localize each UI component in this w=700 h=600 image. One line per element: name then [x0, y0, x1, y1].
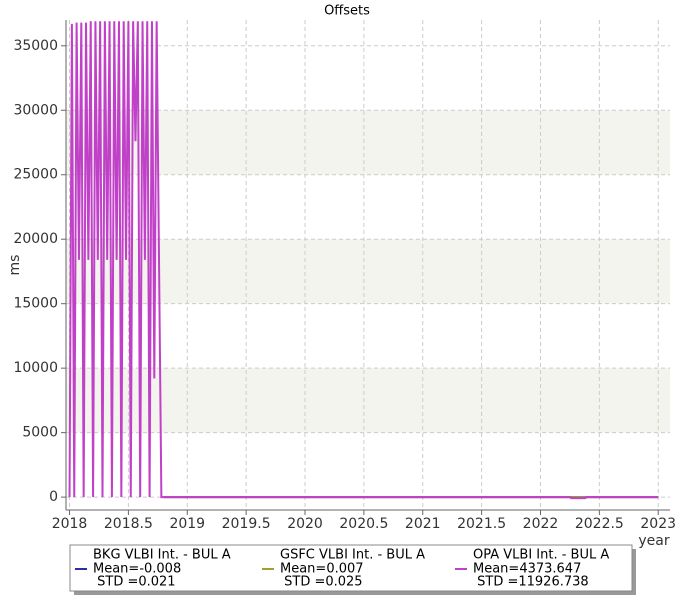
x-tick-label: 2019	[169, 516, 205, 532]
x-tick-label: 2021	[405, 516, 441, 532]
y-tick-label: 25000	[13, 167, 58, 183]
x-tick-label: 2023	[640, 516, 676, 532]
legend-name: OPA VLBI Int. - BUL A	[473, 548, 609, 563]
x-tick-label: 2021.5	[457, 516, 506, 532]
band	[66, 110, 670, 175]
lines	[68, 21, 659, 500]
legend-std: STD =11926.738	[473, 575, 589, 590]
y-axis-label: ms	[7, 255, 23, 276]
y-tick-label: 15000	[13, 296, 58, 312]
x-tick-label: 2019.5	[222, 516, 271, 532]
band	[66, 368, 670, 433]
legend-mean: Mean=0.007	[280, 562, 364, 577]
legend-name: GSFC VLBI Int. - BUL A	[280, 548, 425, 563]
y-tick-label: 20000	[13, 231, 58, 247]
x-axis-label: year	[638, 533, 669, 549]
series-line	[68, 21, 659, 500]
x-tick-label: 2022	[523, 516, 559, 532]
x-tick-label: 2018	[52, 516, 88, 532]
y-tick-label: 5000	[22, 425, 58, 441]
x-tick-label: 2020.5	[339, 516, 388, 532]
legend-mean: Mean=4373.647	[473, 562, 581, 577]
legend-mean: Mean=-0.008	[93, 562, 181, 577]
y-tick-label: 35000	[13, 38, 58, 54]
chart-title: Offsets	[324, 4, 370, 19]
legend-name: BKG VLBI Int. - BUL A	[93, 548, 231, 563]
legend-std: STD =0.021	[93, 575, 176, 590]
x-tick-label: 2018.5	[104, 516, 153, 532]
y-tick-label: 0	[49, 489, 58, 505]
legend-box	[69, 544, 633, 592]
bands	[66, 110, 670, 433]
y-tick-label: 10000	[13, 360, 58, 376]
x-tick-label: 2022.5	[575, 516, 624, 532]
band	[66, 239, 670, 304]
y-tick-label: 30000	[13, 102, 58, 118]
legend-std: STD =0.025	[280, 575, 363, 590]
x-tick-label: 2020	[287, 516, 323, 532]
